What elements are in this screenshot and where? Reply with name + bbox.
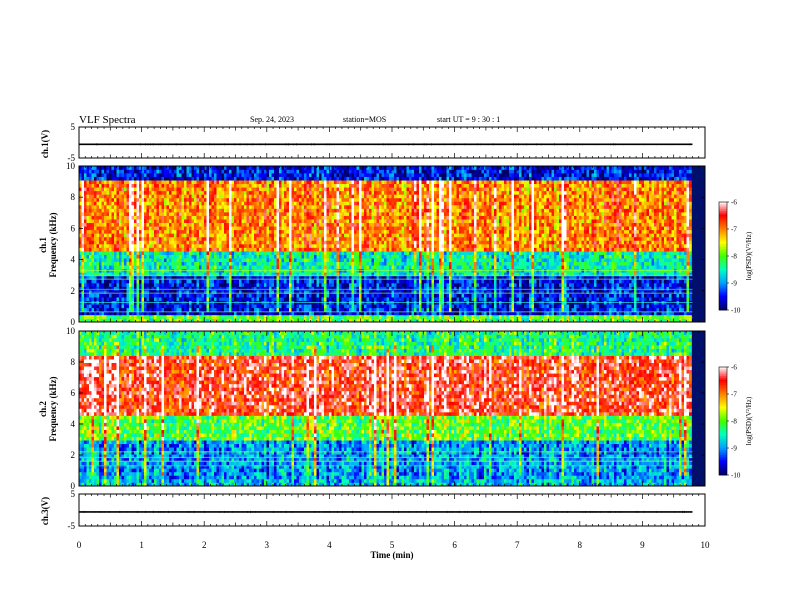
ch2-spec-ylabel: Frequency (kHz) bbox=[48, 376, 58, 441]
ch1_spec-ytick-label: 8 bbox=[71, 192, 76, 202]
ch3-waveform-panel: 5 -5 bbox=[68, 489, 706, 531]
x-tick-label: 1 bbox=[139, 540, 144, 550]
ch1_spec-ytick-label: 0 bbox=[71, 317, 76, 327]
colorbar-tick-label: -10 bbox=[731, 307, 741, 315]
colorbar-tick-label: -9 bbox=[731, 280, 737, 288]
x-tick-label: 8 bbox=[578, 540, 583, 550]
x-tick-label: 0 bbox=[77, 540, 82, 550]
x-tick-label: 5 bbox=[390, 540, 395, 550]
ch3_wave-ytick-label: -5 bbox=[68, 521, 76, 531]
date-label: Sep. 24, 2023 bbox=[250, 115, 294, 124]
ch2-spectrogram-panel: 10 8 6 4 2 0 bbox=[66, 326, 706, 491]
ch2_spec-ytick-label: 6 bbox=[71, 388, 76, 398]
colorbar-tick-label: -6 bbox=[731, 364, 737, 372]
ch3_wave-ytick-label: 5 bbox=[71, 489, 76, 499]
colorbar-tick-label: -7 bbox=[731, 226, 737, 234]
ch2_spec-ytick-label: 4 bbox=[71, 419, 76, 429]
figure-title: VLF Spectra bbox=[79, 114, 136, 126]
x-tick-label: 4 bbox=[327, 540, 332, 550]
ch1-wave-ylabel: ch.1(V) bbox=[40, 130, 50, 158]
x-axis-title: Time (min) bbox=[370, 550, 413, 560]
x-tick-label: 2 bbox=[202, 540, 207, 550]
ch1-spec-ylabel-top: ch.1 bbox=[38, 237, 48, 253]
ch1_wave-ytick-label: 5 bbox=[71, 122, 76, 132]
ch2_spec-ytick-label: 10 bbox=[66, 326, 76, 336]
x-tick-label: 7 bbox=[515, 540, 520, 550]
ch2_spec-ytick-label: 8 bbox=[71, 357, 76, 367]
ch2-colorbar: -6 -7 -8 -9 -10 bbox=[718, 364, 741, 480]
colorbar-tick-label: -8 bbox=[731, 253, 737, 261]
ch1-waveform-panel: 5 -5 bbox=[68, 122, 706, 163]
colorbar-tick-label: -7 bbox=[731, 391, 737, 399]
ch1-colorbar: -6 -7 -8 -9 -10 bbox=[718, 199, 741, 315]
x-tick-label: 3 bbox=[265, 540, 270, 550]
ch2-spec-ylabel-top: ch.2 bbox=[38, 401, 48, 417]
x-tick-label: 9 bbox=[640, 540, 645, 550]
ch1-spectrogram-panel: 10 8 6 4 2 0 bbox=[66, 161, 706, 327]
ch1_spec-ytick-label: 2 bbox=[71, 286, 76, 296]
ch2_spec-ytick-label: 0 bbox=[71, 481, 76, 491]
ch1_spec-ytick-label: 6 bbox=[71, 223, 76, 233]
colorbar-tick-label: -6 bbox=[731, 199, 737, 207]
station-label: station=MOS bbox=[343, 115, 386, 124]
ch2-colorbar-title: log(PSD)(V²/Hz) bbox=[745, 396, 753, 445]
start-ut-label: start UT = 9 : 30 : 1 bbox=[437, 115, 500, 124]
colorbar-tick-label: -10 bbox=[731, 472, 741, 480]
x-tick-label: 6 bbox=[452, 540, 457, 550]
colorbar-tick-label: -9 bbox=[731, 445, 737, 453]
ch1-spec-ylabel: Frequency (kHz) bbox=[48, 212, 58, 277]
ch1-colorbar-title: log(PSD)(V²/Hz) bbox=[745, 231, 753, 280]
ch1_wave-ytick-label: -5 bbox=[68, 153, 76, 163]
ch2_spec-ytick-label: 2 bbox=[71, 450, 76, 460]
x-tick-label: 10 bbox=[701, 540, 711, 550]
colorbar-tick-label: -8 bbox=[731, 418, 737, 426]
ch1_spec-ytick-label: 10 bbox=[66, 161, 76, 171]
ch1_spec-ytick-label: 4 bbox=[71, 255, 76, 265]
ch3-wave-ylabel: ch.3(V) bbox=[40, 497, 50, 525]
